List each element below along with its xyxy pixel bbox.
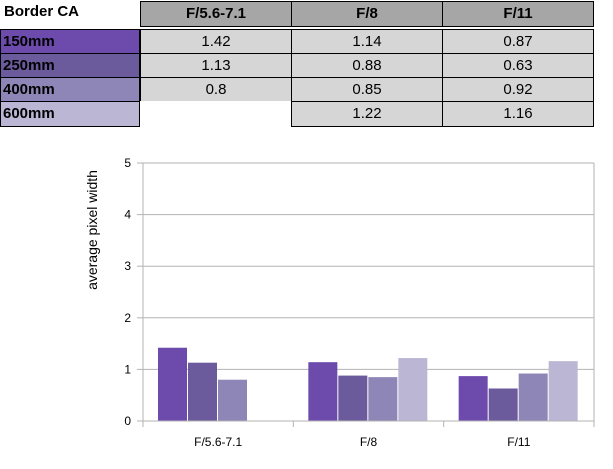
bar-chart: 0 1 2 3 4 5 F/5.6-7.1 F/8 F/11 average pixel wid… xyxy=(84,156,595,449)
bars xyxy=(158,347,578,421)
row-label-150mm: 150mm xyxy=(0,29,140,54)
border-ca-table: Border CA F/5.6-7.1 F/8 F/11 150mm 1.42 … xyxy=(0,0,594,129)
y-tick-label: 5 xyxy=(124,156,131,170)
table-cell: 0.88 xyxy=(291,53,443,78)
row-label-600mm: 600mm xyxy=(0,101,140,127)
row-label-250mm: 250mm xyxy=(0,53,140,78)
table-cell: 1.22 xyxy=(291,101,443,127)
bar xyxy=(188,362,217,421)
y-tick-label: 4 xyxy=(124,208,131,222)
bar xyxy=(488,388,518,421)
table-cell-empty xyxy=(140,101,292,127)
table-cell: 0.63 xyxy=(442,53,594,78)
table-cell: 0.85 xyxy=(291,77,443,102)
column-header: F/5.6-7.1 xyxy=(140,1,292,27)
y-tick-label: 1 xyxy=(124,362,131,376)
bar xyxy=(338,375,368,421)
x-tick-label: F/8 xyxy=(360,435,378,449)
table-cell: 0.8 xyxy=(140,77,292,102)
table-cell: 1.13 xyxy=(140,53,292,78)
row-label-400mm: 400mm xyxy=(0,77,140,102)
bar xyxy=(308,362,338,421)
y-tick-label: 2 xyxy=(124,311,131,325)
bar xyxy=(398,358,428,421)
y-tick-label: 0 xyxy=(124,414,131,428)
bar xyxy=(218,379,247,421)
column-header: F/8 xyxy=(291,1,443,27)
y-axis-label: average pixel width xyxy=(84,170,100,290)
x-tick-label: F/11 xyxy=(507,435,530,449)
table-cell: 0.92 xyxy=(442,77,594,102)
table-cell: 0.87 xyxy=(442,29,594,54)
column-header: F/11 xyxy=(442,1,594,27)
bar xyxy=(548,361,578,421)
bar xyxy=(158,347,187,421)
x-tick-label: F/5.6-7.1 xyxy=(194,435,242,449)
bar xyxy=(458,376,488,421)
table-title: Border CA xyxy=(4,3,80,20)
table-cell: 1.16 xyxy=(442,101,594,127)
table-cell: 1.42 xyxy=(140,29,292,54)
axes: 0 1 2 3 4 5 F/5.6-7.1 F/8 F/11 xyxy=(124,156,595,449)
bar xyxy=(368,377,398,421)
table-cell: 1.14 xyxy=(291,29,443,54)
bar xyxy=(518,373,548,421)
y-tick-label: 3 xyxy=(124,259,131,273)
